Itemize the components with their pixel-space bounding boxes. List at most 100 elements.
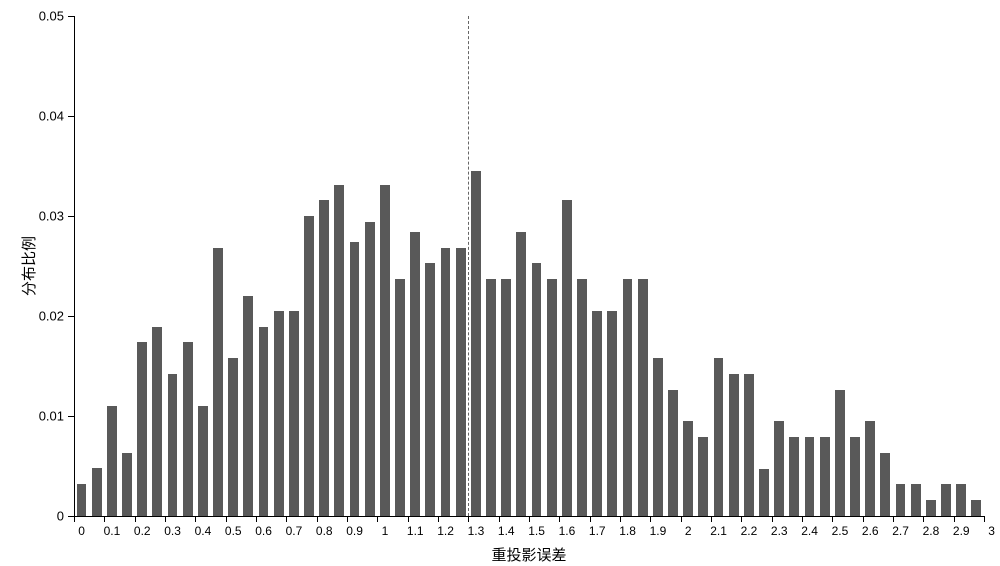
histogram-bar [319, 200, 329, 516]
x-tick [590, 516, 591, 522]
histogram-bar [971, 500, 981, 516]
histogram-bar [714, 358, 724, 516]
histogram-bar [243, 296, 253, 516]
x-tick [893, 516, 894, 522]
x-tick [256, 516, 257, 522]
histogram-bar [289, 311, 299, 516]
y-tick-label: 0 [0, 509, 64, 524]
x-tick-label: 1.1 [407, 524, 424, 538]
x-tick-label: 1.5 [528, 524, 545, 538]
y-tick [68, 16, 74, 17]
histogram-bar [668, 390, 678, 516]
x-tick-label: 2 [685, 524, 692, 538]
x-tick [741, 516, 742, 522]
histogram-bar [820, 437, 830, 516]
histogram-bar [259, 327, 269, 516]
x-tick [74, 516, 75, 522]
x-tick-label: 3 [988, 524, 995, 538]
y-tick-label: 0.05 [0, 9, 64, 24]
x-tick [681, 516, 682, 522]
histogram-bar [395, 279, 405, 516]
x-tick-label: 1.4 [498, 524, 515, 538]
x-tick [863, 516, 864, 522]
histogram-bar [77, 484, 87, 516]
histogram-bar [880, 453, 890, 516]
histogram-bar [122, 453, 132, 516]
x-tick-label: 1.7 [589, 524, 606, 538]
x-tick-label: 2.2 [741, 524, 758, 538]
histogram-bar [683, 421, 693, 516]
histogram-bar [304, 216, 314, 516]
x-tick-label: 2.8 [923, 524, 940, 538]
x-tick [954, 516, 955, 522]
x-tick-label: 2.1 [710, 524, 727, 538]
x-tick [923, 516, 924, 522]
y-tick-label: 0.03 [0, 209, 64, 224]
x-tick [711, 516, 712, 522]
x-tick [377, 516, 378, 522]
y-tick-label: 0.01 [0, 409, 64, 424]
x-tick [468, 516, 469, 522]
x-tick [104, 516, 105, 522]
histogram-bar [729, 374, 739, 516]
x-tick [529, 516, 530, 522]
y-tick-label: 0.02 [0, 309, 64, 324]
x-tick-label: 2.6 [862, 524, 879, 538]
x-tick [650, 516, 651, 522]
x-tick-label: 1.2 [437, 524, 454, 538]
x-tick-label: 0.1 [104, 524, 121, 538]
histogram-bar [107, 406, 117, 516]
x-tick-label: 0.7 [286, 524, 303, 538]
histogram-bar [805, 437, 815, 516]
x-tick [559, 516, 560, 522]
histogram-bar [850, 437, 860, 516]
x-tick-label: 1.8 [619, 524, 636, 538]
x-tick [135, 516, 136, 522]
histogram-bar [471, 171, 481, 516]
histogram-bar [334, 185, 344, 516]
x-tick-label: 1.3 [468, 524, 485, 538]
reference-line [468, 16, 469, 516]
y-axis-title: 分布比例 [18, 236, 39, 296]
histogram-bar [789, 437, 799, 516]
histogram-bar [228, 358, 238, 516]
histogram-bar [365, 222, 375, 516]
histogram-bar [941, 484, 951, 516]
histogram-bar [152, 327, 162, 516]
x-tick [195, 516, 196, 522]
x-tick-label: 0.9 [346, 524, 363, 538]
y-axis [74, 16, 75, 516]
x-tick-label: 2.7 [892, 524, 909, 538]
x-tick [802, 516, 803, 522]
histogram-bar [137, 342, 147, 516]
histogram-bar [168, 374, 178, 516]
histogram-bar [835, 390, 845, 516]
histogram-bar [198, 406, 208, 516]
histogram-bar [456, 248, 466, 516]
histogram-chart: 00.010.020.030.040.0500.10.20.30.40.50.6… [0, 0, 1000, 566]
y-tick [68, 316, 74, 317]
histogram-bar [744, 374, 754, 516]
histogram-bar [274, 311, 284, 516]
histogram-bar [623, 279, 633, 516]
histogram-bar [865, 421, 875, 516]
x-tick-label: 2.4 [801, 524, 818, 538]
y-tick [68, 216, 74, 217]
x-tick [226, 516, 227, 522]
x-tick-label: 2.3 [771, 524, 788, 538]
x-tick-label: 2.9 [953, 524, 970, 538]
x-axis-title: 重投影误差 [491, 544, 566, 565]
histogram-bar [607, 311, 617, 516]
histogram-bar [486, 279, 496, 516]
histogram-bar [410, 232, 420, 516]
histogram-bar [183, 342, 193, 516]
histogram-bar [774, 421, 784, 516]
x-tick [408, 516, 409, 522]
histogram-bar [92, 468, 102, 516]
x-tick [620, 516, 621, 522]
x-tick [984, 516, 985, 522]
histogram-bar [532, 263, 542, 516]
x-tick-label: 0.4 [195, 524, 212, 538]
x-tick-label: 0.5 [225, 524, 242, 538]
histogram-bar [516, 232, 526, 516]
